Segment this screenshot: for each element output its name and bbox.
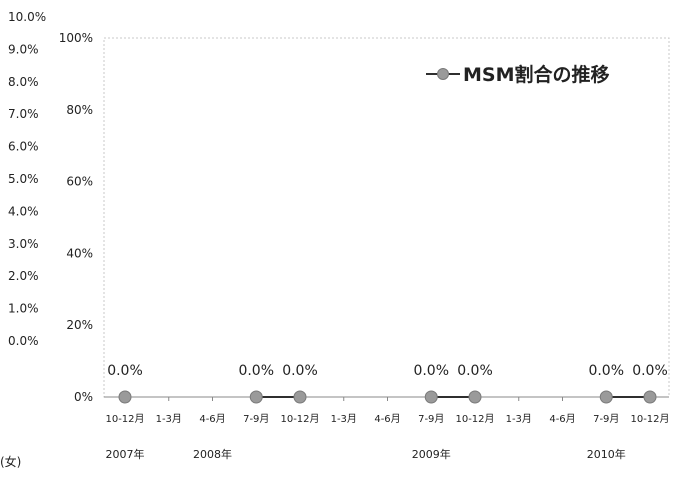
plot-area xyxy=(103,37,670,398)
data-label: 0.0% xyxy=(107,363,143,379)
y-tick-label: 80% xyxy=(66,103,93,117)
year-label: 2010年 xyxy=(587,447,626,461)
x-tick-label: 1-3月 xyxy=(331,413,357,425)
secondary-y-tick-label: 10.0% xyxy=(8,10,46,24)
secondary-y-tick-label: 3.0% xyxy=(8,237,39,251)
year-label: 2007年 xyxy=(106,447,145,461)
y-tick-label: 100% xyxy=(59,31,93,45)
secondary-y-tick-label: 6.0% xyxy=(8,140,39,154)
x-tick-label: 10-12月 xyxy=(455,413,494,425)
data-point xyxy=(643,390,657,404)
secondary-y-tick-label: 5.0% xyxy=(8,172,39,186)
secondary-y-tick-label: 1.0% xyxy=(8,302,39,316)
data-point xyxy=(424,390,438,404)
legend-marker xyxy=(437,68,449,80)
secondary-y-tick-label: 9.0% xyxy=(8,42,39,56)
x-tick-label: 7-9月 xyxy=(243,413,269,425)
x-tick-label: 10-12月 xyxy=(280,413,319,425)
data-label: 0.0% xyxy=(588,363,624,379)
x-tick-label: 7-9月 xyxy=(418,413,444,425)
x-tick-label: 4-6月 xyxy=(549,413,575,425)
data-point xyxy=(293,390,307,404)
x-tick-label: 10-12月 xyxy=(630,413,669,425)
legend-label: MSM割合の推移 xyxy=(463,63,610,86)
data-label: 0.0% xyxy=(282,363,318,379)
x-tick-label: 1-3月 xyxy=(506,413,532,425)
y-tick-label: 40% xyxy=(66,246,93,260)
data-point xyxy=(468,390,482,404)
y-tick-label: 60% xyxy=(66,175,93,189)
data-point xyxy=(118,390,132,404)
year-label: 2008年 xyxy=(193,447,232,461)
data-point xyxy=(599,390,613,404)
fragment-label: (女) xyxy=(0,454,21,469)
x-tick-label: 1-3月 xyxy=(156,413,182,425)
secondary-y-tick-label: 0.0% xyxy=(8,334,39,348)
secondary-y-tick-label: 4.0% xyxy=(8,204,39,218)
x-tick-label: 4-6月 xyxy=(199,413,225,425)
secondary-y-tick-label: 7.0% xyxy=(8,107,39,121)
data-point xyxy=(249,390,263,404)
data-label: 0.0% xyxy=(238,363,274,379)
secondary-y-tick-label: 8.0% xyxy=(8,75,39,89)
x-tick-label: 10-12月 xyxy=(105,413,144,425)
year-label: 2009年 xyxy=(412,447,451,461)
data-label: 0.0% xyxy=(413,363,449,379)
data-label: 0.0% xyxy=(457,363,493,379)
secondary-y-tick-label: 2.0% xyxy=(8,269,39,283)
x-tick-label: 4-6月 xyxy=(374,413,400,425)
y-tick-label: 20% xyxy=(66,318,93,332)
y-tick-label: 0% xyxy=(74,390,93,404)
data-label: 0.0% xyxy=(632,363,668,379)
x-tick-label: 7-9月 xyxy=(593,413,619,425)
